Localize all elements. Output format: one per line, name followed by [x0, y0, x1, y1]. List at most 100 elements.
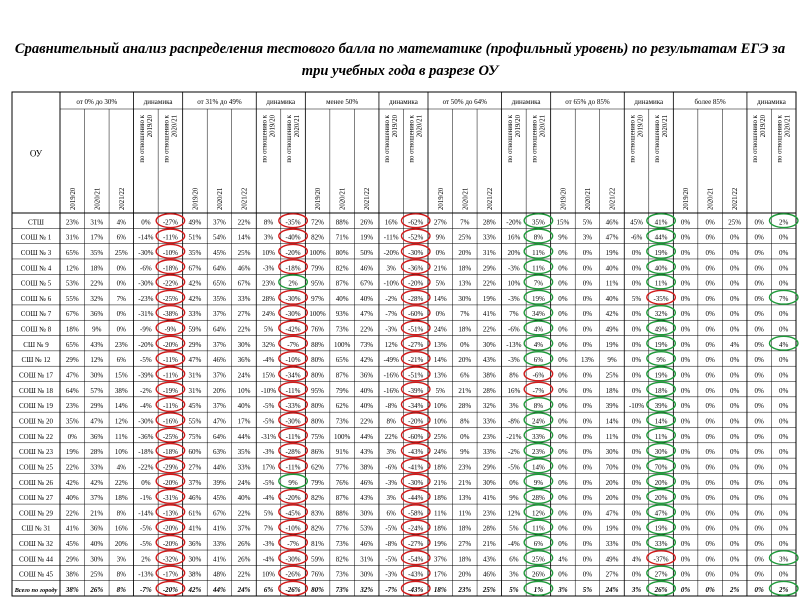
table-cell: 7% [509, 310, 519, 318]
table-cell: 21% [90, 509, 103, 517]
table-cell: 0% [632, 417, 642, 425]
decline-marker [155, 274, 186, 290]
table-cell: 20% [458, 571, 471, 579]
table-cell: -10% [261, 387, 276, 395]
table-cell: 0% [583, 402, 593, 410]
group-header: от 65% до 85% [565, 98, 610, 106]
table-cell: 12% [532, 509, 545, 517]
table-cell: 12% [385, 341, 398, 349]
table-cell: 2% [729, 586, 740, 594]
table-cell: -40% [285, 234, 300, 242]
growth-marker [768, 550, 799, 566]
table-cell: -42% [285, 326, 300, 334]
table-cell: 0% [730, 356, 740, 364]
school-name: СШ № 31 [22, 525, 51, 533]
table-cell: 88% [311, 341, 324, 349]
growth-marker [523, 442, 554, 459]
table-cell: 0% [705, 586, 715, 594]
table-cell: 8% [460, 417, 470, 425]
subheader-label: 2020/21 [708, 188, 715, 210]
table-cell: 73% [336, 586, 349, 594]
table-cell: 0% [705, 356, 715, 364]
table-cell: 55% [66, 295, 79, 303]
school-name: СОШ № 1 [21, 234, 52, 242]
decline-marker [155, 442, 186, 459]
table-cell: 32% [90, 295, 103, 303]
table-cell: 0% [730, 525, 740, 533]
table-cell: 9% [607, 356, 617, 364]
table-cell: 75% [189, 433, 202, 441]
table-cell: 0% [730, 372, 740, 380]
table-cell: 39% [606, 402, 619, 410]
table-cell: -30% [408, 249, 423, 257]
table-cell: 0% [632, 571, 642, 579]
table-cell: 9% [558, 234, 568, 242]
growth-marker [523, 427, 554, 443]
table-cell: 73% [336, 417, 349, 425]
table-cell: 0% [583, 555, 593, 563]
table-cell: 67% [189, 264, 202, 272]
decline-marker [400, 580, 431, 596]
table-cell: 0% [705, 310, 715, 318]
subheader-label: 2020/21 [294, 115, 301, 137]
table-cell: 0% [632, 509, 642, 517]
table-cell: 0% [632, 341, 642, 349]
table-cell: 53% [360, 525, 373, 533]
table-cell: 19% [606, 249, 619, 257]
table-cell: -3% [508, 295, 520, 303]
table-cell: 0% [141, 218, 151, 226]
table-cell: 0% [705, 463, 715, 471]
table-cell: 18% [434, 525, 447, 533]
table-cell: 0% [730, 402, 740, 410]
decline-marker [155, 335, 186, 351]
table-cell: 0% [779, 509, 789, 517]
table-cell: 79% [311, 479, 324, 487]
table-cell: 29% [483, 264, 496, 272]
table-cell: 13% [434, 372, 447, 380]
table-cell: 0% [730, 234, 740, 242]
table-cell: 30% [90, 372, 103, 380]
group-header: динамика [512, 98, 542, 106]
table-cell: 14% [532, 463, 545, 471]
table-cell: 7% [534, 280, 544, 288]
table-cell: 0% [583, 463, 593, 471]
table-cell: 43% [360, 494, 373, 502]
table-cell: 0% [779, 540, 789, 548]
school-name: СОШ № 32 [19, 540, 53, 548]
table-cell: 31% [483, 249, 496, 257]
table-cell: 37% [213, 310, 226, 318]
decline-marker [155, 458, 186, 474]
table-cell: 35% [66, 417, 79, 425]
table-cell: 7% [117, 295, 127, 303]
table-cell: 80% [311, 372, 324, 380]
table-cell: 0% [117, 280, 127, 288]
table-cell: 36% [238, 356, 251, 364]
table-cell: 22% [238, 326, 251, 334]
table-cell: 0% [755, 264, 765, 272]
table-cell: 5% [509, 586, 519, 594]
table-cell: 24% [238, 479, 251, 487]
table-cell: 18% [434, 494, 447, 502]
table-cell: 28% [483, 387, 496, 395]
decline-marker [155, 381, 186, 397]
table-cell: -34% [285, 372, 300, 380]
table-cell: 32% [483, 402, 496, 410]
table-cell: 37% [213, 402, 226, 410]
table-cell: -20% [163, 540, 178, 548]
growth-marker [646, 519, 677, 535]
table-cell: 0% [681, 280, 691, 288]
table-cell: 9% [534, 479, 544, 487]
table-cell: 16% [507, 387, 520, 395]
table-cell: 0% [632, 463, 642, 471]
subheader-label: по отношению к [139, 114, 146, 162]
subheader-label: 2021/22 [610, 187, 617, 210]
table-cell: -44% [408, 494, 423, 502]
table-cell: 0% [730, 326, 740, 334]
table-cell: 0% [705, 218, 715, 226]
table-cell: 5% [509, 525, 519, 533]
table-cell: 0% [755, 341, 765, 349]
growth-marker [646, 243, 677, 259]
subheader-label: по отношению к [531, 114, 538, 162]
table-cell: 0% [730, 295, 740, 303]
title-line-1: Сравнительный анализ распределения тесто… [14, 41, 786, 57]
